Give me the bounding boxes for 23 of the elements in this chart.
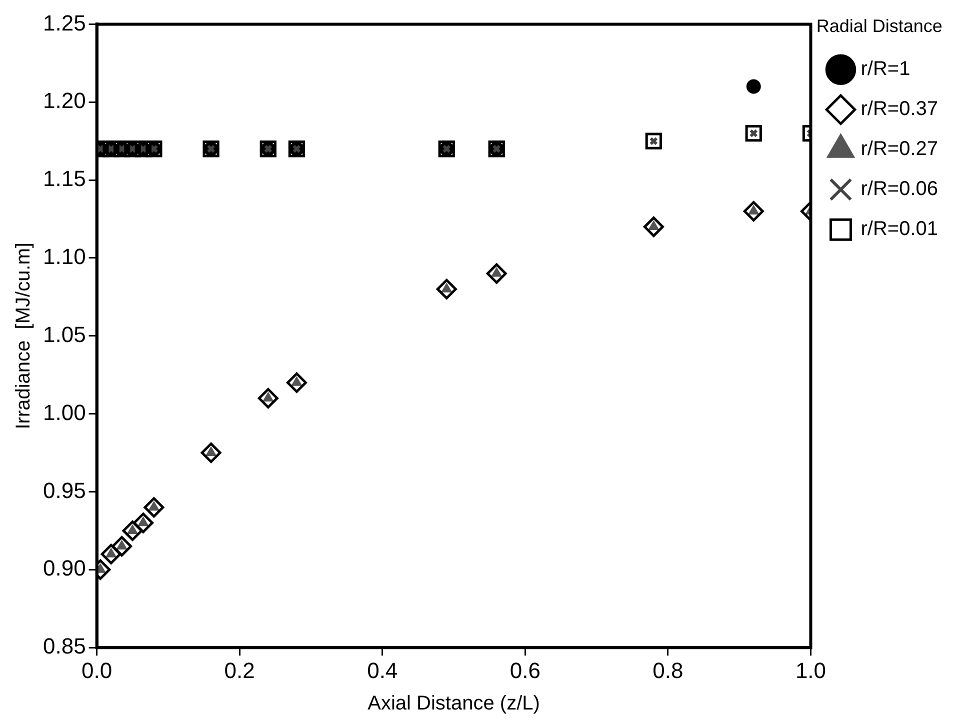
x-tick-label: 0.4 <box>367 658 398 683</box>
y-tick-label: 0.85 <box>42 634 86 659</box>
y-axis-title: Irradiance [MJ/cu.m] <box>12 242 35 430</box>
x-axis-title: Axial Distance (z/L) <box>368 692 540 715</box>
y-tick-label: 0.95 <box>42 478 86 503</box>
legend-title: Radial Distance <box>816 16 942 36</box>
y-tick-label: 1.25 <box>42 10 86 36</box>
legend-label: r/R=0.37 <box>860 98 938 120</box>
x-tick-label: 0.2 <box>224 658 255 683</box>
x-tick-label: 0.0 <box>82 658 112 683</box>
x-tick-label: 0.6 <box>510 658 540 683</box>
x-tick-label: 1.0 <box>795 658 826 683</box>
y-tick-label: 1.10 <box>42 244 86 270</box>
legend-label: r/R=1 <box>860 58 910 80</box>
y-tick-label: 1.05 <box>42 322 86 347</box>
y-tick-label: 1.20 <box>42 88 86 114</box>
x-tick-label: 0.8 <box>652 658 684 683</box>
y-tick-label: 1.00 <box>42 400 86 425</box>
legend-label: r/R=0.06 <box>860 178 938 200</box>
legend-label: r/R=0.27 <box>860 138 938 160</box>
legend-label: r/R=0.01 <box>860 218 938 240</box>
y-tick-label: 0.90 <box>42 556 86 581</box>
y-tick-label: 1.15 <box>42 166 86 192</box>
